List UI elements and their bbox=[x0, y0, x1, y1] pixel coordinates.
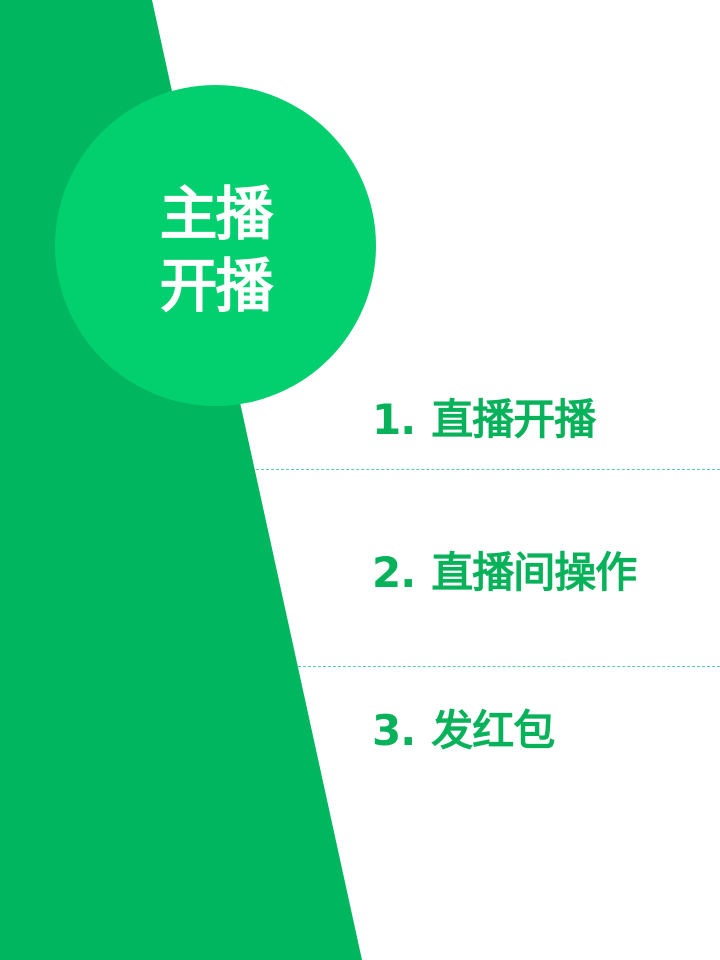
menu-item-3[interactable]: 3. 发红包 bbox=[372, 706, 555, 756]
menu-item-2-number: 2. bbox=[372, 548, 416, 597]
menu-item-1-label: 直播开播 bbox=[431, 395, 596, 444]
circle-title: 主播 开播 bbox=[55, 178, 376, 322]
menu-item-1[interactable]: 1. 直播开播 bbox=[372, 395, 596, 445]
menu-item-2-label: 直播间操作 bbox=[431, 548, 637, 597]
menu-item-1-number: 1. bbox=[372, 395, 416, 444]
circle-title-line-2: 开播 bbox=[159, 252, 273, 320]
dashed-divider-2 bbox=[298, 666, 720, 667]
circle-title-line-1: 主播 bbox=[159, 180, 273, 248]
dashed-divider-1 bbox=[256, 469, 720, 470]
menu-item-3-label: 发红包 bbox=[431, 706, 555, 755]
title-circle bbox=[55, 85, 376, 406]
menu-item-2[interactable]: 2. 直播间操作 bbox=[372, 548, 637, 598]
menu-item-3-number: 3. bbox=[372, 706, 416, 755]
